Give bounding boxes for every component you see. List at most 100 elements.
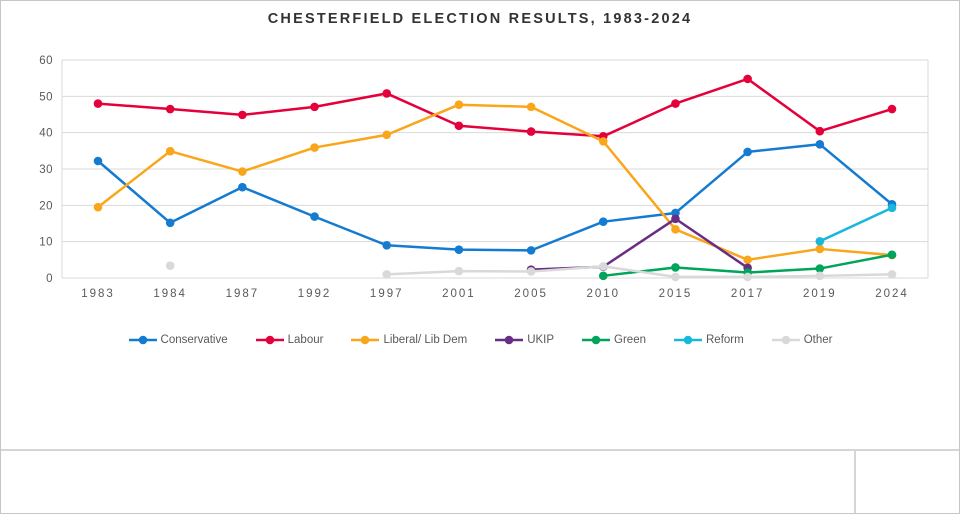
x-tick-label-1987: 1987 bbox=[226, 288, 260, 300]
data-point-labour-1997[interactable] bbox=[382, 89, 392, 98]
data-point-labour-2019[interactable] bbox=[815, 126, 825, 136]
x-tick-label-2019: 2019 bbox=[803, 288, 837, 300]
x-tick-label-2001: 2001 bbox=[442, 288, 476, 300]
data-point-other-1984[interactable] bbox=[165, 261, 175, 270]
series-line-labour[interactable] bbox=[97, 77, 893, 138]
legend-marker-liberal-lib-dem bbox=[351, 335, 380, 345]
data-point-conservative-1992[interactable] bbox=[310, 212, 319, 221]
y-tick-label: 50 bbox=[39, 91, 53, 103]
data-point-conservative-1987[interactable] bbox=[238, 182, 247, 192]
x-tick-label-1997: 1997 bbox=[370, 288, 404, 300]
legend-item-labour[interactable]: Labour bbox=[255, 334, 324, 346]
data-point-other-1997[interactable] bbox=[382, 270, 392, 279]
series-line-other[interactable] bbox=[386, 265, 893, 279]
series-line-conservative[interactable] bbox=[97, 143, 893, 252]
legend-label-reform: Reform bbox=[706, 334, 744, 346]
data-point-other-2017[interactable] bbox=[743, 272, 752, 282]
data-point-liberal-lib-dem-2001[interactable] bbox=[454, 100, 464, 109]
legend-label-labour: Labour bbox=[287, 334, 324, 346]
chart-object-bottom-edge bbox=[1, 449, 959, 451]
legend-label-green: Green bbox=[614, 334, 646, 346]
y-tick-label: 0 bbox=[46, 273, 53, 285]
legend-marker-other bbox=[771, 335, 800, 345]
data-point-labour-2015[interactable] bbox=[671, 99, 680, 108]
data-point-green-2024[interactable] bbox=[887, 250, 897, 260]
data-point-labour-2017[interactable] bbox=[743, 74, 752, 84]
chart-legend: Conservative Labour Liberal/ Lib Dem UKIP Gr… bbox=[1, 334, 959, 346]
data-point-liberal-lib-dem-1997[interactable] bbox=[382, 130, 392, 140]
data-point-labour-1987[interactable] bbox=[238, 110, 247, 120]
y-tick-label: 40 bbox=[39, 128, 53, 140]
data-point-liberal-lib-dem-2010[interactable] bbox=[598, 137, 608, 146]
legend-item-ukip[interactable]: UKIP bbox=[494, 334, 554, 346]
legend-marker-ukip bbox=[495, 335, 524, 345]
data-point-green-2010[interactable] bbox=[598, 271, 608, 281]
series-liberal-lib-dem[interactable] bbox=[93, 100, 897, 265]
data-point-other-2001[interactable] bbox=[454, 266, 464, 276]
gridlines bbox=[62, 59, 928, 279]
data-point-other-2019[interactable] bbox=[815, 271, 825, 281]
data-point-conservative-1997[interactable] bbox=[382, 241, 392, 250]
series-conservative[interactable] bbox=[93, 139, 897, 255]
data-point-liberal-lib-dem-2019[interactable] bbox=[815, 244, 825, 254]
legend-item-green[interactable]: Green bbox=[581, 334, 646, 346]
legend-item-conservative[interactable]: Conservative bbox=[128, 334, 228, 346]
data-point-liberal-lib-dem-2017[interactable] bbox=[743, 255, 752, 265]
chart-title: CHESTERFIELD ELECTION RESULTS, 1983-2024 bbox=[267, 11, 693, 27]
data-point-other-2024[interactable] bbox=[887, 270, 897, 279]
series-ukip[interactable] bbox=[526, 214, 752, 274]
data-point-other-2015[interactable] bbox=[671, 272, 680, 282]
data-point-conservative-2019[interactable] bbox=[815, 139, 825, 149]
series-reform[interactable] bbox=[815, 203, 897, 246]
legend-item-reform[interactable]: Reform bbox=[673, 334, 744, 346]
data-point-liberal-lib-dem-1992[interactable] bbox=[310, 143, 319, 152]
data-point-liberal-lib-dem-1987[interactable] bbox=[238, 167, 247, 176]
legend-marker-reform bbox=[674, 335, 702, 345]
y-tick-label: 30 bbox=[39, 164, 53, 176]
y-tick-label: 20 bbox=[39, 200, 53, 212]
data-point-liberal-lib-dem-1983[interactable] bbox=[93, 202, 103, 212]
x-tick-label-1992: 1992 bbox=[298, 288, 332, 300]
data-point-reform-2019[interactable] bbox=[815, 237, 825, 246]
x-tick-label-2005: 2005 bbox=[514, 288, 548, 300]
data-point-liberal-lib-dem-1984[interactable] bbox=[165, 146, 175, 156]
data-point-conservative-2017[interactable] bbox=[743, 147, 752, 157]
data-point-other-2010[interactable] bbox=[598, 262, 608, 271]
legend-marker-conservative bbox=[128, 335, 157, 345]
data-point-reform-2024[interactable] bbox=[887, 203, 897, 213]
data-point-ukip-2015[interactable] bbox=[671, 214, 680, 224]
data-point-labour-1983[interactable] bbox=[93, 99, 103, 108]
x-tick-label-1984: 1984 bbox=[153, 288, 187, 300]
x-tick-label-2010: 2010 bbox=[586, 288, 620, 300]
series-line-reform[interactable] bbox=[819, 206, 893, 243]
data-point-labour-1992[interactable] bbox=[310, 102, 319, 112]
data-point-conservative-2005[interactable] bbox=[526, 246, 536, 255]
data-point-green-2019[interactable] bbox=[815, 264, 825, 273]
y-tick-label: 10 bbox=[39, 237, 53, 249]
data-point-labour-2024[interactable] bbox=[887, 104, 897, 114]
series-other[interactable] bbox=[165, 261, 897, 282]
data-point-conservative-2001[interactable] bbox=[454, 245, 464, 254]
data-point-other-2005[interactable] bbox=[526, 267, 536, 276]
data-point-liberal-lib-dem-2005[interactable] bbox=[526, 102, 536, 112]
legend-label-liberal-lib-dem: Liberal/ Lib Dem bbox=[383, 334, 468, 346]
data-point-liberal-lib-dem-2015[interactable] bbox=[671, 225, 680, 234]
data-point-conservative-1983[interactable] bbox=[93, 156, 103, 166]
series-line-ukip[interactable] bbox=[531, 217, 749, 271]
x-tick-label-2015: 2015 bbox=[659, 288, 693, 300]
cell-gridline bbox=[854, 451, 856, 513]
data-point-green-2015[interactable] bbox=[671, 263, 680, 272]
legend-item-liberal-lib-dem[interactable]: Liberal/ Lib Dem bbox=[350, 334, 467, 346]
series-labour[interactable] bbox=[93, 74, 897, 141]
legend-item-other[interactable]: Other bbox=[771, 334, 832, 346]
data-point-conservative-2010[interactable] bbox=[598, 217, 608, 226]
spreadsheet-cells-region[interactable] bbox=[1, 451, 959, 513]
chart-canvas[interactable]: 0 10 20 30 40 50 60 1983 1984 1987 1992 1997 2001 200… bbox=[1, 1, 960, 313]
data-point-labour-1984[interactable] bbox=[165, 104, 175, 114]
series-line-liberal-lib-dem[interactable] bbox=[97, 103, 893, 262]
data-point-labour-2005[interactable] bbox=[526, 127, 536, 136]
x-tick-label-2017: 2017 bbox=[731, 288, 765, 300]
data-point-labour-2001[interactable] bbox=[454, 121, 464, 131]
data-point-conservative-1984[interactable] bbox=[165, 218, 175, 228]
